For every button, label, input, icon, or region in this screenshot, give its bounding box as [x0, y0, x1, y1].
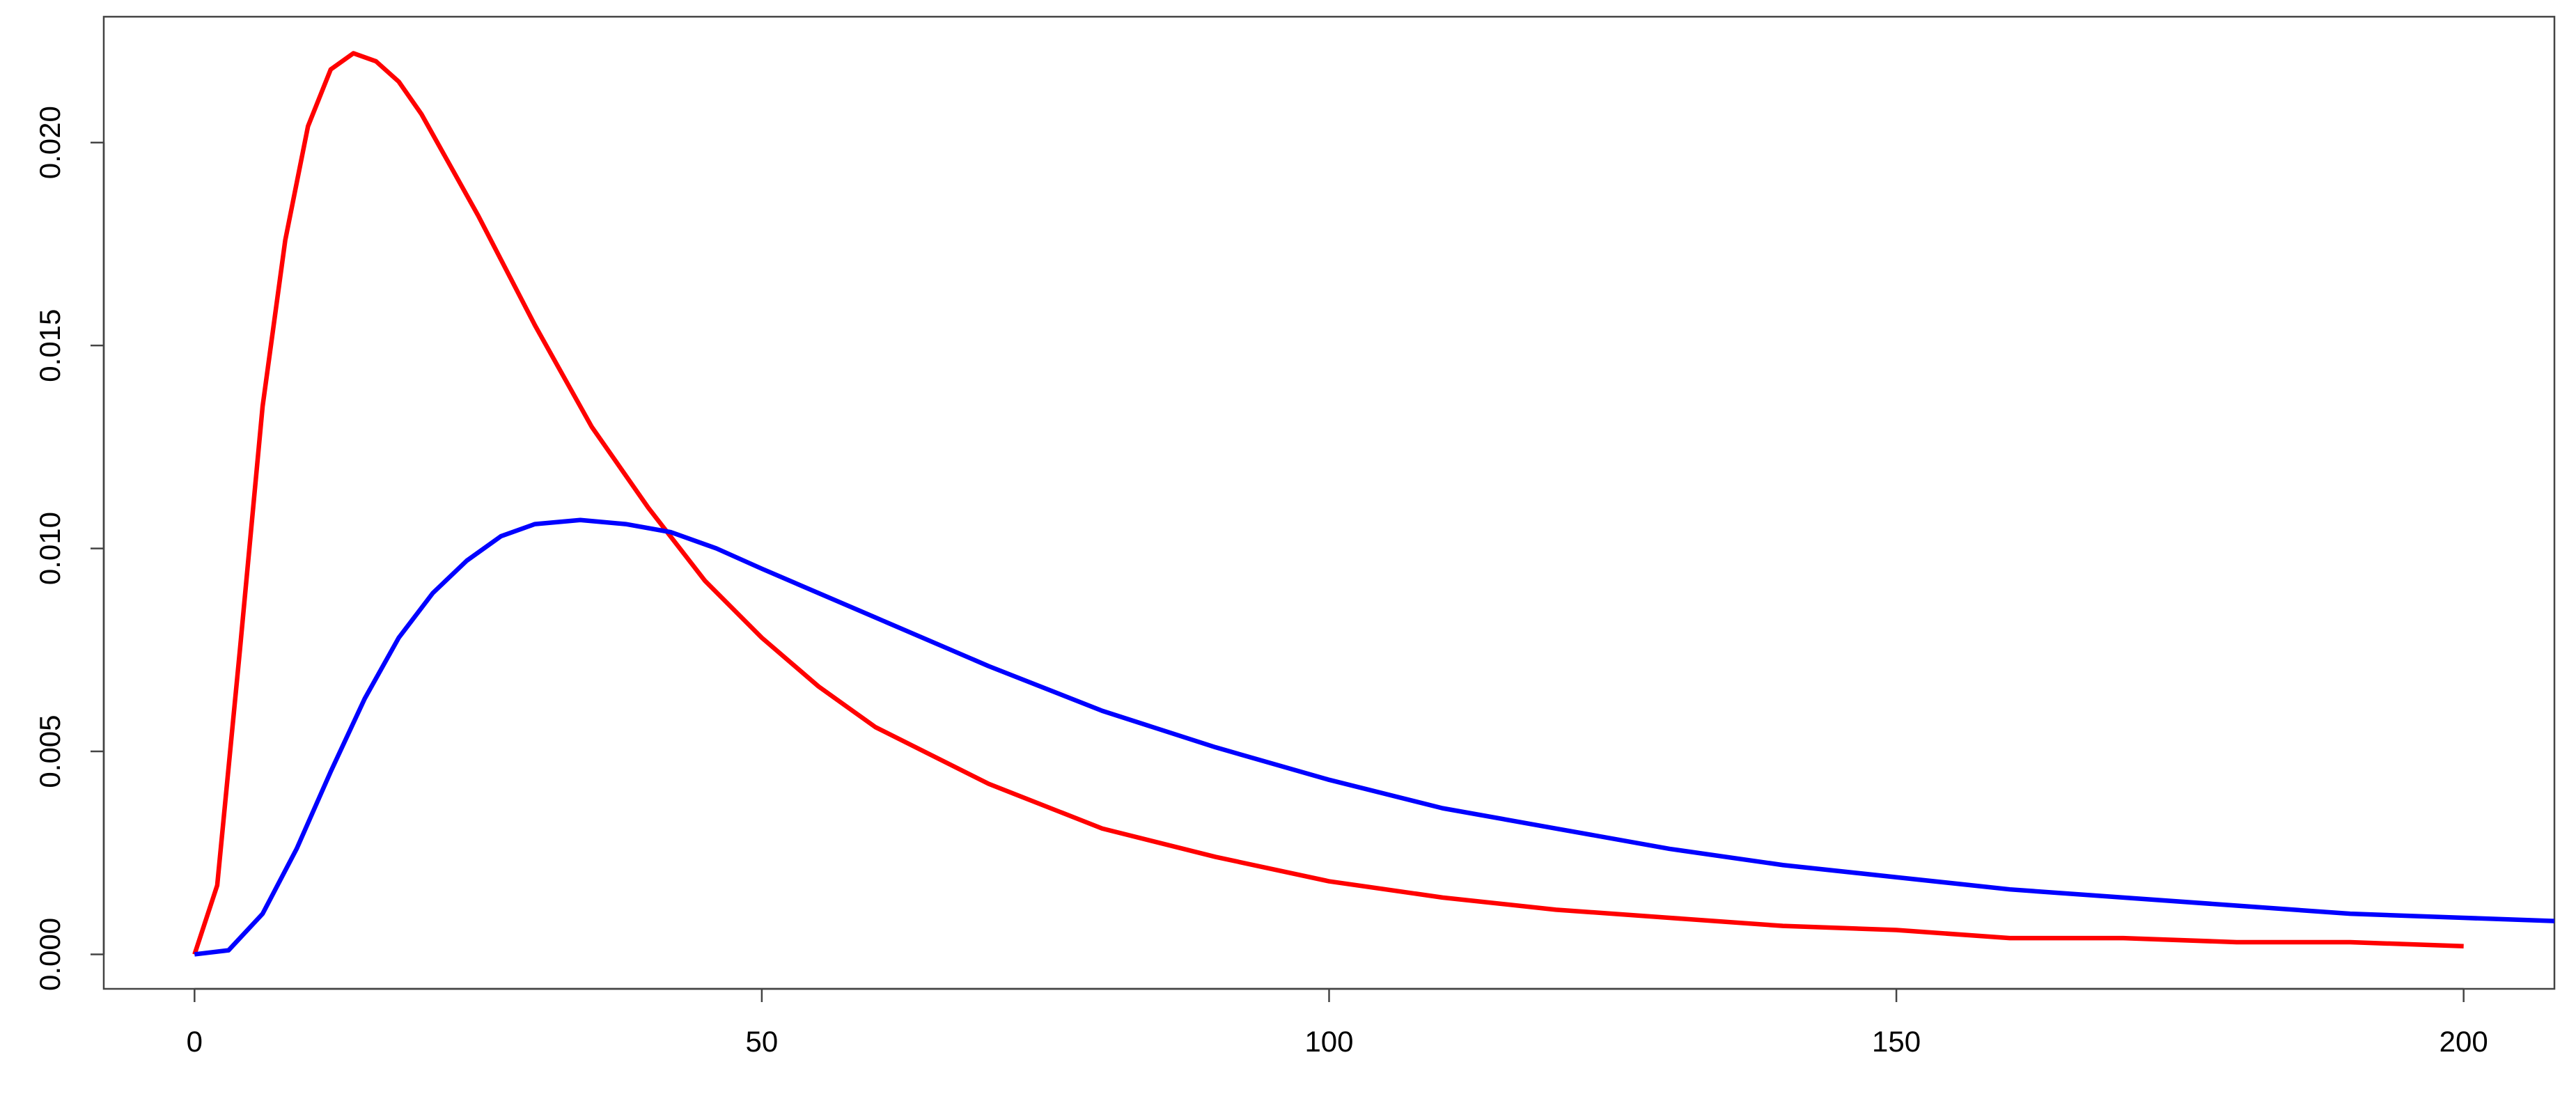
y-tick-label: 0.020: [33, 106, 66, 179]
x-tick-label: 200: [2440, 1025, 2488, 1058]
x-tick-label: 50: [746, 1025, 779, 1058]
line-series: [194, 517, 2554, 957]
line-series: [192, 51, 2464, 955]
y-tick-label: 0.015: [33, 309, 66, 382]
x-tick-label: 0: [187, 1025, 203, 1058]
y-tick-label: 0.010: [33, 512, 66, 585]
x-tick-label: 150: [1872, 1025, 1921, 1058]
plot-frame: [102, 15, 2556, 990]
y-tick-label: 0.000: [33, 918, 66, 991]
y-tick-label: 0.005: [33, 714, 66, 788]
x-tick-label: 100: [1304, 1025, 1353, 1058]
plot-area: [192, 51, 2554, 957]
